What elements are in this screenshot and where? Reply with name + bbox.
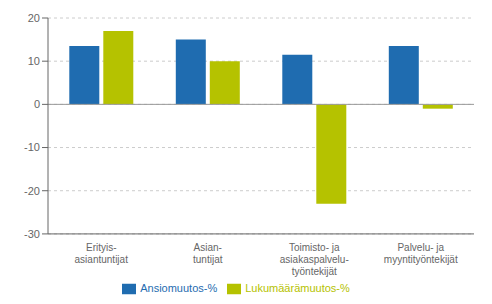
svg-text:0: 0 bbox=[34, 98, 40, 110]
svg-text:20: 20 bbox=[28, 12, 40, 24]
svg-text:-10: -10 bbox=[24, 141, 40, 153]
svg-text:Toimisto- jaasiakaspalvelu-työ: Toimisto- jaasiakaspalvelu-työntekijät bbox=[280, 242, 349, 277]
html-text:Ansiomuutos-%: Ansiomuutos-% bbox=[140, 281, 218, 294]
svg-text:Erityis-asiantuntijat: Erityis-asiantuntijat bbox=[75, 242, 129, 265]
svg-text:10: 10 bbox=[28, 55, 40, 67]
svg-text:-20: -20 bbox=[24, 185, 40, 197]
svg-text:Asian-tuntijat: Asian-tuntijat bbox=[193, 242, 223, 265]
html-text:Lukumäärämuutos-%: Lukumäärämuutos-% bbox=[245, 281, 350, 294]
svg-text:Palvelu- jamyyntityöntekijät: Palvelu- jamyyntityöntekijät bbox=[384, 242, 458, 265]
svg-text:-30: -30 bbox=[24, 228, 40, 240]
